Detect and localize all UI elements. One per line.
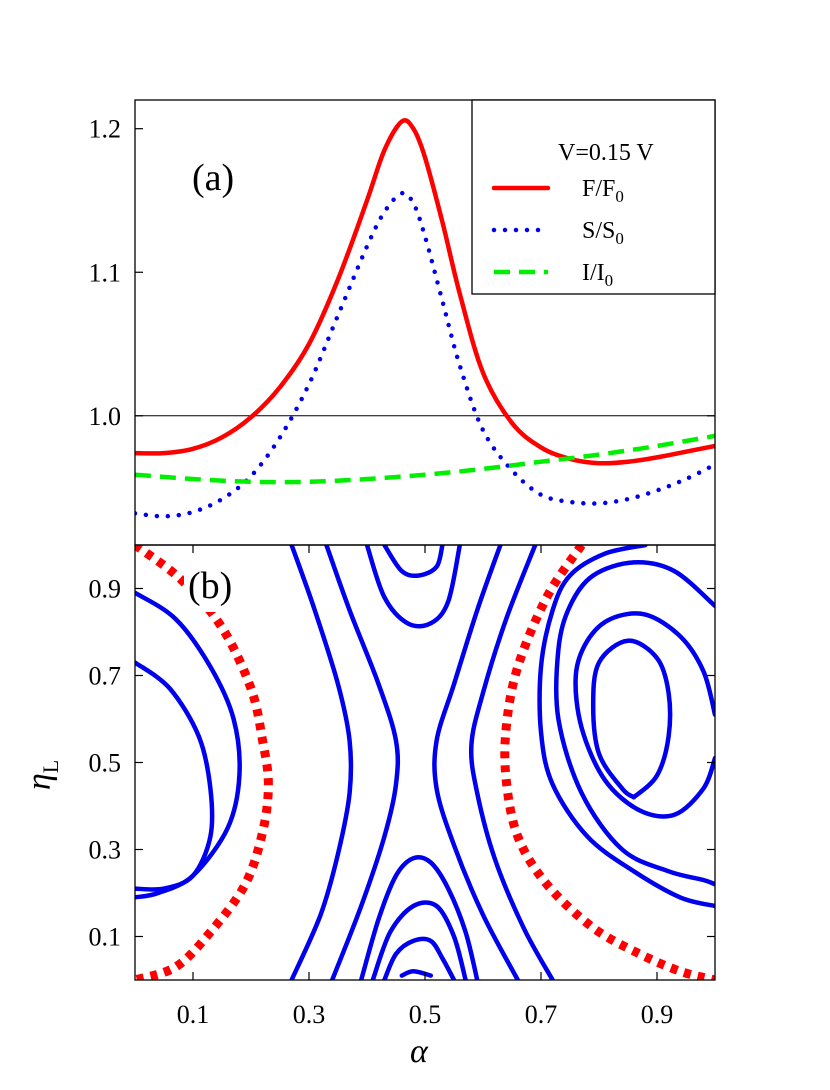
legend-label-2: I/I0: [582, 260, 613, 290]
legend-title: V=0.15 V: [558, 140, 654, 166]
panel-b-label: (b): [188, 565, 232, 607]
series-line-a-1: [135, 190, 715, 519]
legend-label-0: F/F0: [582, 176, 624, 206]
panel-a: 1.01.11.2 (a) V=0.15 V F/F0S/S0I/I0: [89, 99, 716, 546]
legend-label-sub-0: 0: [615, 187, 624, 206]
legend-box: [471, 99, 716, 295]
y-tick-label-a-1: 1.1: [89, 258, 122, 287]
contour-line-6: [432, 545, 521, 980]
contour-line-3: [135, 660, 215, 892]
panel-a-label: (a): [192, 157, 234, 199]
x-tick-label-2: 0.5: [409, 1000, 442, 1029]
contour-line-10: [358, 854, 480, 980]
y-tick-label-a-2: 1.2: [89, 115, 122, 144]
contour-line-15: [553, 560, 715, 887]
series-line-a-0: [135, 118, 715, 466]
contour-line-13: [399, 969, 434, 978]
x-tick-label-0: 0.1: [177, 1000, 210, 1029]
legend-label-sub-2: 0: [605, 271, 614, 290]
legend-label-main-0: F/F: [582, 176, 615, 202]
y-tick-label-b-0: 0.1: [89, 923, 122, 952]
contour-line-9: [382, 545, 445, 579]
panel-a-series-group: [135, 118, 715, 519]
y-axis-label-main: η: [21, 773, 58, 790]
contour-line-5: [324, 545, 401, 980]
panel-label-backdrop: [184, 560, 250, 612]
y-axis-label-sub: L: [38, 760, 63, 773]
y-tick-label-b-3: 0.7: [89, 662, 122, 691]
contour-line-12: [382, 936, 457, 980]
contour-line-17: [590, 638, 673, 800]
panel-b: 0.1 0.3 0.5 0.7 0.9 0.1 0.3 0.5 0.7 0.9 (b) α ηL: [21, 544, 716, 1070]
contour-line-11: [370, 900, 468, 980]
x-tick-label-3: 0.7: [525, 1000, 558, 1029]
contour-line-7: [468, 545, 555, 980]
panel-a-y-ticks: 1.0 1.1 1.2: [89, 115, 715, 431]
legend-label-sub-1: 0: [615, 229, 624, 248]
y-tick-label-a-0: 1.0: [89, 402, 122, 431]
legend-label-main-2: I/I: [582, 260, 605, 286]
legend-items: F/F0S/S0I/I0: [491, 176, 624, 290]
x-axis-label: α: [410, 1033, 429, 1070]
contour-line-16: [573, 611, 715, 819]
series-line-a-2: [135, 433, 715, 485]
contour-line-4: [289, 545, 354, 980]
legend: V=0.15 V F/F0S/S0I/I0: [471, 99, 716, 295]
panel-b-ticks: 0.1 0.3 0.5 0.7 0.9 0.1 0.3 0.5 0.7 0.9: [89, 545, 715, 1029]
y-tick-label-b-4: 0.9: [89, 575, 122, 604]
x-tick-label-4: 0.9: [641, 1000, 674, 1029]
y-axis-label: ηL: [21, 760, 63, 790]
x-tick-label-1: 0.3: [293, 1000, 326, 1029]
legend-label-main-1: S/S: [582, 218, 615, 244]
contour-line-14: [537, 545, 715, 909]
y-tick-label-b-2: 0.5: [89, 749, 122, 778]
y-tick-label-b-1: 0.3: [89, 836, 122, 865]
panel-b-series-group: [135, 545, 715, 980]
contour-line-8: [364, 545, 463, 629]
legend-label-1: S/S0: [582, 218, 624, 248]
separatrix-curve-1: [500, 545, 715, 980]
separatrix-curve-0: [135, 545, 273, 980]
